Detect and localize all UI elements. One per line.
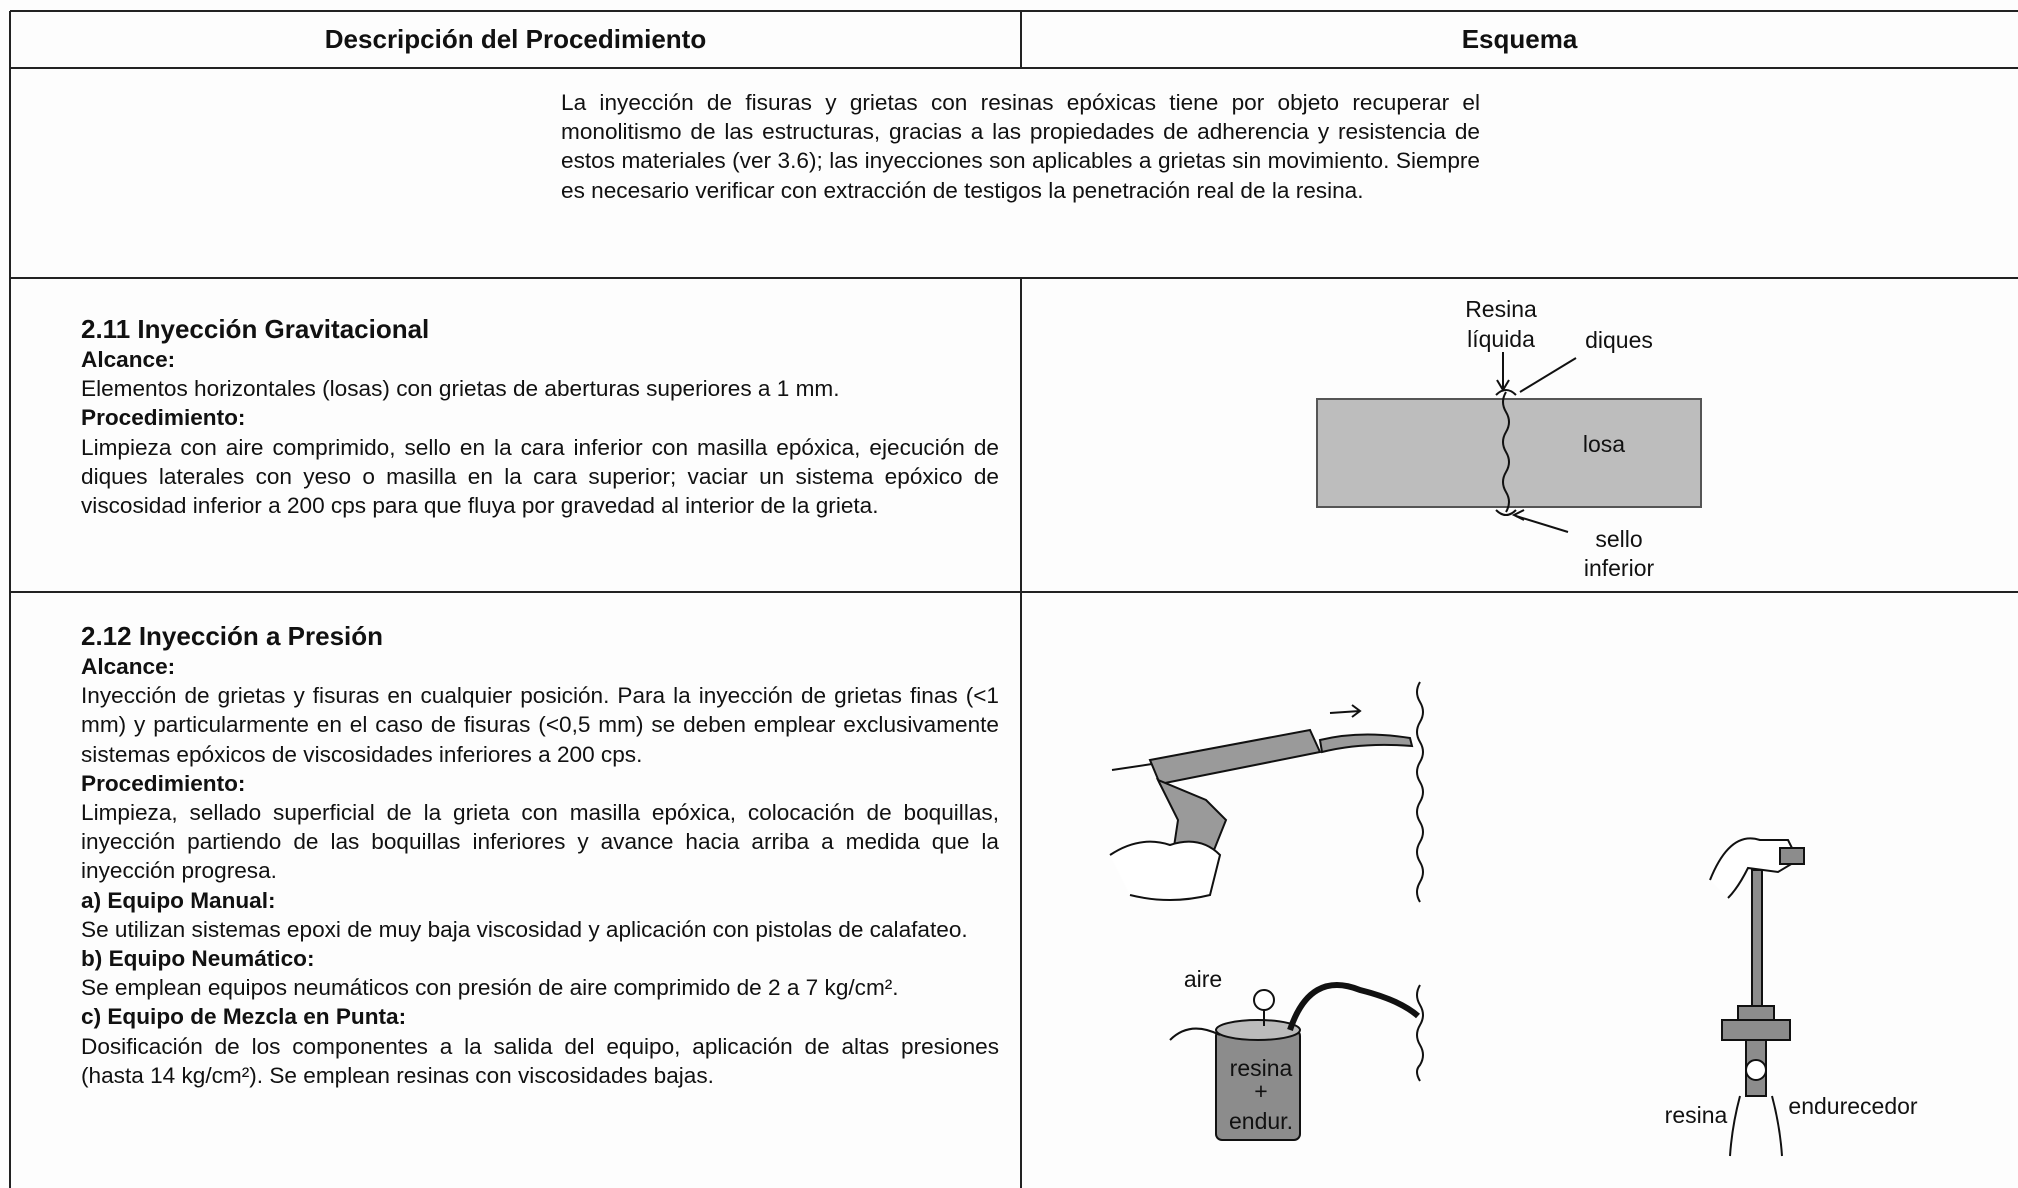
- block-heading: c) Equipo de Mezcla en Punta:: [81, 1004, 407, 1030]
- block-heading: Alcance:: [81, 654, 176, 679]
- diagram-label: sello: [1595, 526, 1642, 552]
- column-header: Esquema: [1461, 24, 1578, 54]
- diagram-label: aire: [1184, 966, 1222, 992]
- block-text: Se utilizan sistemas epoxi de muy baja v…: [81, 916, 968, 942]
- block-text: Dosificación de los componentes a la sal…: [81, 1033, 999, 1088]
- block-heading: b) Equipo Neumático:: [81, 946, 315, 972]
- gravity-diagram: [1316, 352, 1702, 533]
- block-heading: a) Equipo Manual:: [81, 887, 276, 913]
- diagram-label: líquida: [1467, 326, 1535, 352]
- pressure-diagram: [1109, 681, 1805, 1157]
- diagram-label: resina: [1665, 1102, 1728, 1128]
- section: 2.11 Inyección Gravitacional Alcance: Elem…: [81, 313, 999, 520]
- intro-paragraph: La inyección de fisuras y grietas con re…: [561, 90, 1480, 203]
- diagram-label: resina: [1230, 1055, 1293, 1081]
- diagram-label: diques: [1585, 327, 1653, 353]
- section-title: 2.11 Inyección Gravitacional: [81, 314, 430, 344]
- block-text: Se emplean equipos neumáticos con presió…: [81, 975, 899, 1001]
- block-heading: Procedimiento:: [81, 405, 246, 431]
- block-heading: Procedimiento:: [81, 770, 246, 796]
- diagram-label: inferior: [1584, 555, 1655, 581]
- diagram-label: losa: [1583, 431, 1625, 457]
- section-title: 2.12 Inyección a Presión: [81, 621, 384, 651]
- diagram-label: endur.: [1229, 1108, 1293, 1134]
- column-header: Descripción del Procedimiento: [324, 24, 707, 54]
- diagram-label: endurecedor: [1788, 1093, 1917, 1119]
- diagram-label: +: [1254, 1078, 1267, 1104]
- block-text: Limpieza, sellado superficial de la grie…: [81, 800, 999, 884]
- block-text: Elementos horizontales (losas) con griet…: [81, 376, 840, 402]
- section: 2.12 Inyección a Presión Alcance: Inyecció…: [81, 620, 999, 1090]
- diagram-label: Resina: [1465, 296, 1537, 322]
- block-heading: Alcance:: [81, 347, 176, 372]
- block-text: Limpieza con aire comprimido, sello en l…: [81, 434, 999, 519]
- block-text: Inyección de grietas y fisuras en cualqu…: [81, 683, 999, 767]
